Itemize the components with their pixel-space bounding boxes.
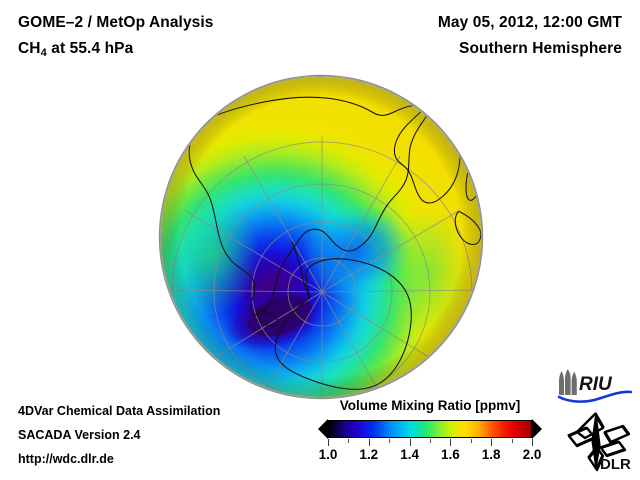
colorbar-major-tick xyxy=(328,439,329,446)
colorbar-row xyxy=(318,419,542,439)
globe-disk xyxy=(160,76,482,398)
dlr-wordmark: DLR xyxy=(600,456,631,473)
data-field xyxy=(161,77,481,397)
colorbar-major-tick xyxy=(450,439,452,446)
species-subscript: 4 xyxy=(40,47,47,59)
colorbar-major-tick xyxy=(409,439,411,446)
colorbar-tick-labels: 1.0 1.2 1.4 1.6 1.8 2.0 xyxy=(319,447,542,465)
colorbar-minor-tick xyxy=(348,439,350,443)
colorbar-tick-label: 1.2 xyxy=(359,447,379,462)
dlr-pinwheel-strokes xyxy=(567,412,631,472)
page-title: GOME–2 / MetOp Analysis xyxy=(18,14,214,31)
riu-swoosh-icon xyxy=(557,390,633,403)
colorbar-tick-label: 1.6 xyxy=(441,447,460,462)
colorbar-ticks xyxy=(328,439,533,446)
colorbar-extend-low-arrow xyxy=(318,419,328,439)
colorbar-minor-tick xyxy=(389,439,391,443)
colorbar-major-tick xyxy=(491,439,493,446)
colorbar-tick-label: 2.0 xyxy=(522,447,542,462)
colorbar-tick-label: 1.8 xyxy=(481,447,501,462)
species-level-label: CH4 at 55.4 hPa xyxy=(18,40,133,59)
map-canvas xyxy=(161,77,481,397)
colorbar-title: Volume Mixing Ratio [ppmv] xyxy=(339,398,521,413)
globe-map xyxy=(160,76,482,398)
colorbar-gradient xyxy=(328,420,532,438)
colorbar-major-tick xyxy=(532,439,533,446)
hemisphere-label: Southern Hemisphere xyxy=(459,40,622,57)
colorbar: Volume Mixing Ratio [ppmv] 1.0 1.2 1.4 1.6 1… xyxy=(318,398,542,465)
dlr-logo: DLR xyxy=(566,411,634,473)
colorbar-extend-high-arrow xyxy=(532,419,542,439)
colorbar-tick-label: 1.0 xyxy=(318,447,338,462)
colorbar-minor-tick xyxy=(470,439,472,443)
pressure-level: at 55.4 hPa xyxy=(46,40,134,57)
colorbar-minor-tick xyxy=(511,439,513,443)
footer-line-url[interactable]: http://wdc.dlr.de xyxy=(18,452,114,466)
species-name: CH xyxy=(18,40,41,57)
colorbar-minor-tick xyxy=(430,439,431,443)
colorbar-tick-label: 1.4 xyxy=(400,447,419,462)
footer-line-method: 4DVar Chemical Data Assimilation xyxy=(18,404,221,418)
footer-line-version: SACADA Version 2.4 xyxy=(18,428,141,442)
riu-towers-icon xyxy=(559,369,577,395)
footer: 4DVar Chemical Data Assimilation SACADA … xyxy=(18,404,220,476)
colorbar-major-tick xyxy=(368,439,370,446)
riu-logo: RIU xyxy=(557,369,633,403)
riu-wordmark: RIU xyxy=(579,374,613,395)
date-label: May 05, 2012, 12:00 GMT xyxy=(437,14,622,31)
